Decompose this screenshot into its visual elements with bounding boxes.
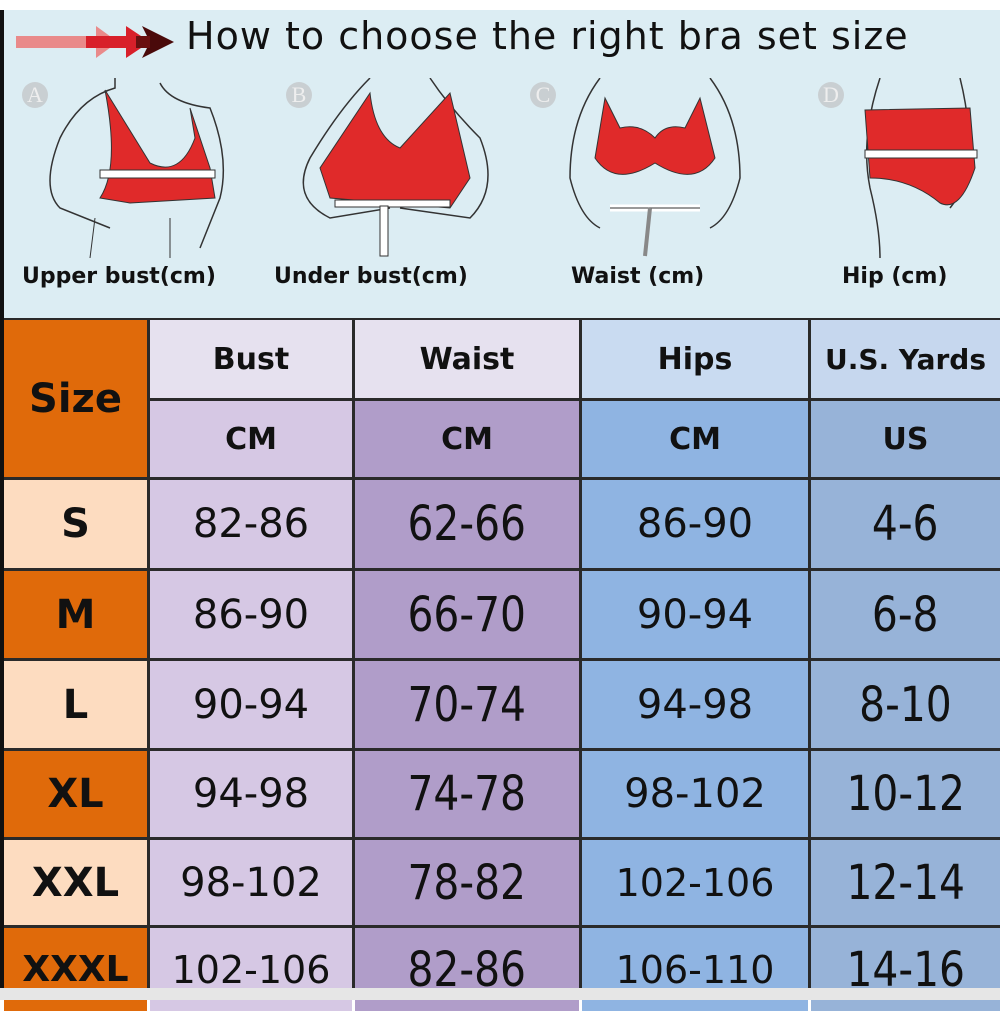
size-cell: S xyxy=(4,480,147,568)
value-text: 94-98 xyxy=(192,771,310,817)
value-text: 82-86 xyxy=(192,501,310,547)
value-text: 8-10 xyxy=(859,676,952,733)
value-cell: 4-6 xyxy=(811,480,1000,568)
caption-waist: Waist (cm) xyxy=(571,264,705,289)
size-header: Size xyxy=(4,320,147,477)
value-cell: 90-94 xyxy=(582,571,808,658)
waist-header: Waist xyxy=(355,320,579,398)
value-cell: 66-70 xyxy=(355,571,579,658)
left-border xyxy=(0,10,4,990)
page-title: How to choose the right bra set size xyxy=(186,14,909,58)
value-cell: 78-82 xyxy=(355,840,579,925)
figure-letter-c: C xyxy=(530,82,556,108)
caption-under-bust: Under bust(cm) xyxy=(274,264,468,289)
value-text: 66-70 xyxy=(407,586,527,643)
bust-header: Bust xyxy=(150,320,352,398)
hips-header: Hips xyxy=(582,320,808,398)
value-cell: 86-90 xyxy=(582,480,808,568)
under-bust-illustration xyxy=(302,78,489,257)
value-cell: 94-98 xyxy=(150,751,352,837)
hip-illustration xyxy=(864,78,978,258)
caption-upper-bust: Upper bust(cm) xyxy=(22,264,216,289)
arrows-icon xyxy=(16,26,174,58)
value-text: 98-102 xyxy=(624,771,766,817)
us-unit: US xyxy=(811,401,1000,477)
value-text: 62-66 xyxy=(407,496,527,552)
value-text: 102-106 xyxy=(615,860,775,905)
value-cell: 94-98 xyxy=(582,661,808,748)
value-text: 12-14 xyxy=(846,854,965,911)
value-text: 6-8 xyxy=(872,586,939,643)
hips-unit: CM xyxy=(582,401,808,477)
value-cell: 98-102 xyxy=(150,840,352,925)
value-text: 90-94 xyxy=(636,591,754,638)
size-cell: XL xyxy=(4,751,147,837)
value-cell: 102-106 xyxy=(582,840,808,925)
us-yards-header: U.S. Yards xyxy=(811,320,1000,398)
value-text: 10-12 xyxy=(846,766,965,822)
size-cell: L xyxy=(4,661,147,748)
value-text: 74-78 xyxy=(407,766,527,822)
figure-letter-a: A xyxy=(22,82,48,108)
value-text: 78-82 xyxy=(407,854,527,911)
figure-letter-b: B xyxy=(286,82,312,108)
bust-unit: CM xyxy=(150,401,352,477)
value-text: 86-90 xyxy=(636,501,754,547)
measurement-guide-panel xyxy=(4,10,1000,318)
value-cell: 86-90 xyxy=(150,571,352,658)
value-cell: 12-14 xyxy=(811,840,1000,925)
value-cell: 62-66 xyxy=(355,480,579,568)
value-text: 4-6 xyxy=(872,496,939,552)
value-cell: 90-94 xyxy=(150,661,352,748)
size-cell: XXL xyxy=(4,840,147,925)
caption-hip: Hip (cm) xyxy=(842,264,948,289)
value-text: 102-106 xyxy=(171,947,331,992)
figure-letter-d: D xyxy=(818,82,844,108)
bottom-strip xyxy=(0,988,1000,1000)
value-cell: 6-8 xyxy=(811,571,1000,658)
value-text: 70-74 xyxy=(407,676,527,733)
upper-bust-illustration xyxy=(49,78,225,258)
value-cell: 98-102 xyxy=(582,751,808,837)
size-cell: M xyxy=(4,571,147,658)
value-text: 86-90 xyxy=(192,591,310,638)
value-cell: 10-12 xyxy=(811,751,1000,837)
size-chart-table: Size Bust Waist Hips U.S. Yards CM CM CM… xyxy=(4,318,1000,1011)
value-text: 90-94 xyxy=(192,681,310,728)
value-text: 94-98 xyxy=(636,681,754,728)
value-cell: 70-74 xyxy=(355,661,579,748)
value-cell: 8-10 xyxy=(811,661,1000,748)
value-text: 106-110 xyxy=(615,947,775,992)
value-text: 98-102 xyxy=(180,859,322,906)
value-cell: 74-78 xyxy=(355,751,579,837)
waist-illustration xyxy=(569,78,741,257)
value-cell: 82-86 xyxy=(150,480,352,568)
waist-unit: CM xyxy=(355,401,579,477)
